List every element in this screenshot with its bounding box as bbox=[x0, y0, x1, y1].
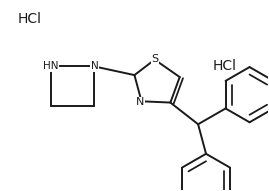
Text: HN: HN bbox=[43, 62, 59, 71]
Text: S: S bbox=[151, 54, 158, 64]
Text: N: N bbox=[91, 62, 98, 71]
Text: HCl: HCl bbox=[212, 59, 236, 73]
Text: HCl: HCl bbox=[17, 12, 41, 26]
Text: N: N bbox=[136, 97, 145, 107]
